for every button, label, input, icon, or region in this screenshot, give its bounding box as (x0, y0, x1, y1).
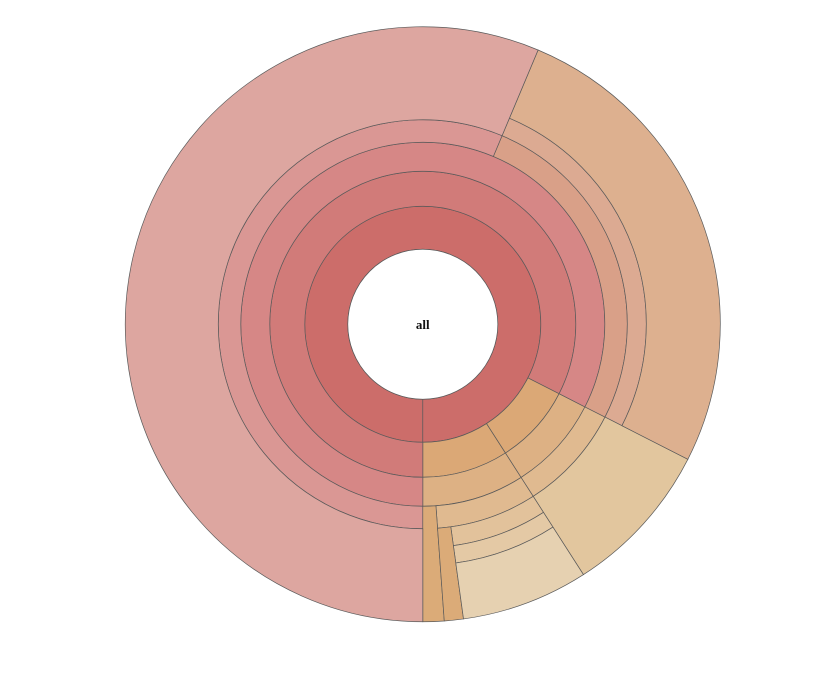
svg-text:all: all (416, 317, 430, 332)
